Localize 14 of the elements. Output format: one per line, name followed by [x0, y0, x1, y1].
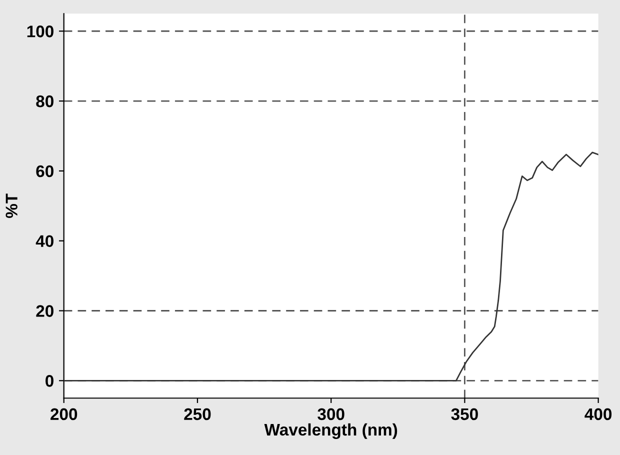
y-tick-label: 20	[36, 305, 54, 317]
y-tick-label: 100	[27, 26, 54, 38]
x-tick-label: 400	[584, 408, 612, 420]
x-axis-title: Wavelength (nm)	[264, 423, 398, 439]
y-tick-label: 0	[46, 375, 54, 387]
y-tick-label: 60	[36, 165, 54, 178]
x-tick-label: 300	[318, 408, 344, 420]
x-tick-label: 350	[451, 408, 478, 420]
y-tick-label: 40	[36, 235, 54, 248]
y-axis-title: %T	[6, 194, 18, 218]
y-tick-label: 80	[36, 95, 54, 108]
line-series	[64, 152, 598, 382]
x-tick-label: 200	[50, 408, 78, 420]
x-tick-label: 250	[184, 408, 211, 420]
